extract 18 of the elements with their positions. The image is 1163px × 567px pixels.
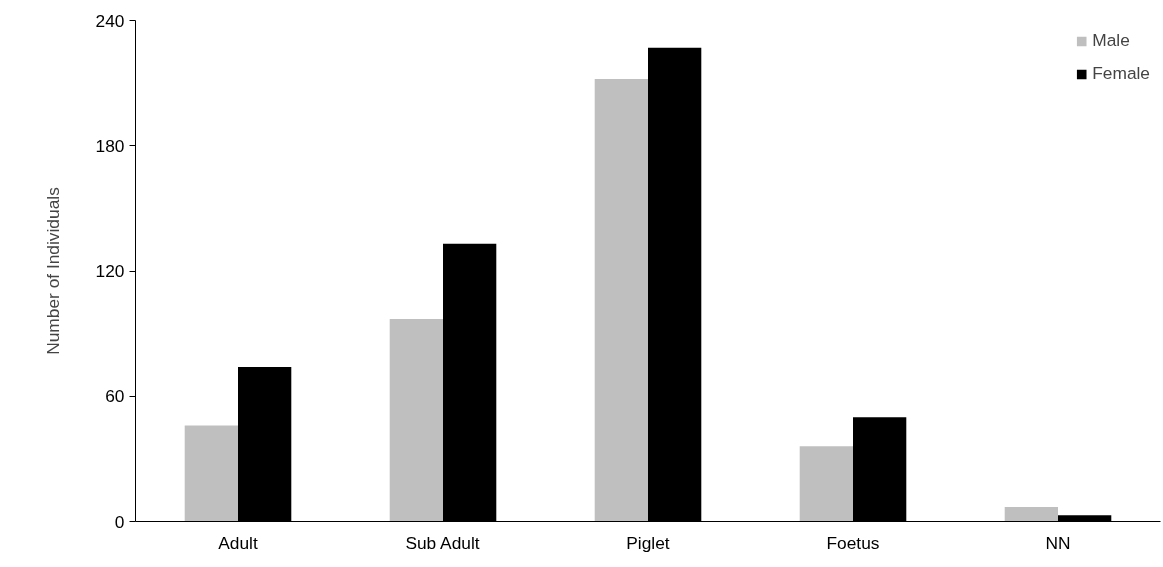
y-tick-label: 60 [105,386,125,407]
y-tick-label: 120 [95,261,125,281]
x-tick-label: Foetus [826,532,880,553]
x-tick-label: Adult [218,532,258,553]
y-axis-title: Number of Individuals [42,186,63,355]
y-tick-label: 240 [95,10,125,31]
x-tick-label: Sub Adult [405,532,480,553]
bar [184,425,238,522]
y-tick-label: 0 [114,511,125,532]
bar [389,319,443,522]
legend-label: Female [1092,63,1150,84]
x-tick-label: Piglet [626,532,670,553]
bar [594,78,648,522]
y-tick-label: 180 [95,135,125,156]
legend-label: Male [1092,30,1130,51]
bar [799,446,853,522]
x-tick-label: NN [1045,532,1071,553]
bar [1004,506,1058,522]
